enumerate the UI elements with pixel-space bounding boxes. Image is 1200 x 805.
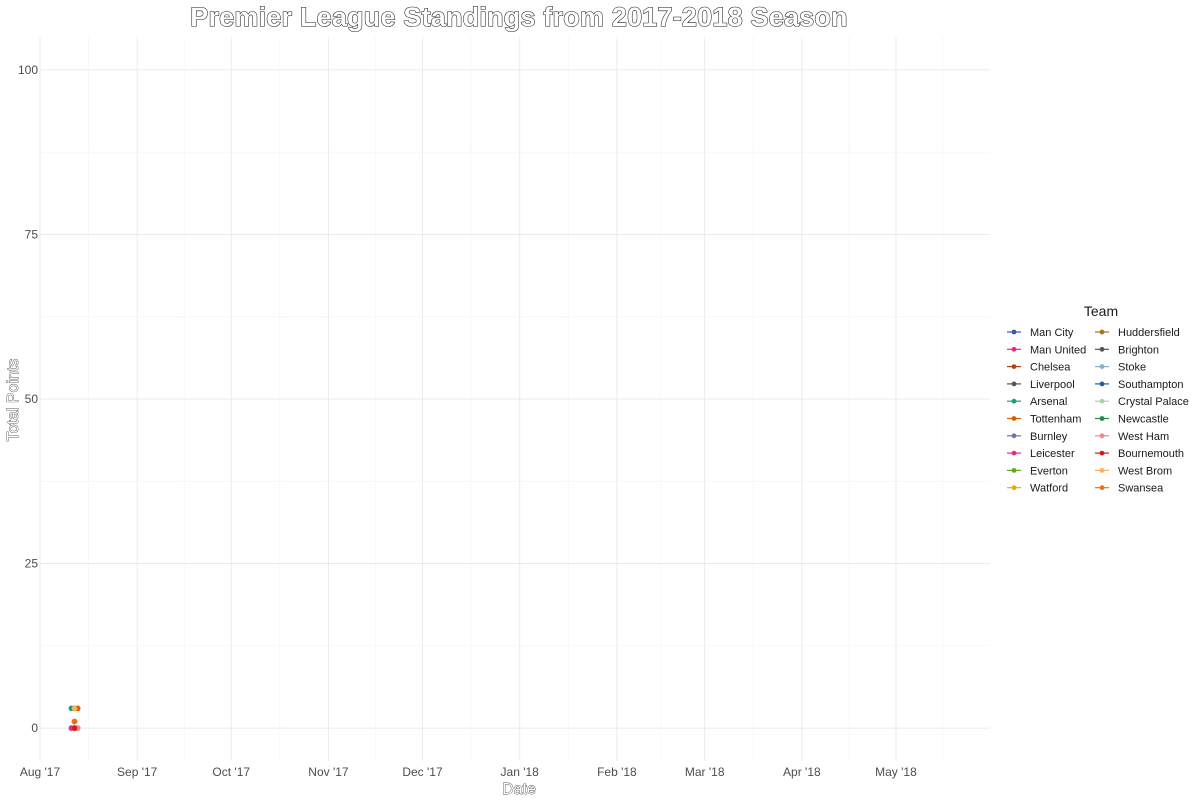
legend-label: Brighton (1118, 344, 1159, 356)
legend-key-dot (1099, 433, 1105, 439)
legend-item: Huddersfield (1095, 327, 1180, 339)
data-point (71, 705, 78, 712)
legend-key-dot (1099, 468, 1105, 473)
y-tick-label: 75 (25, 227, 39, 241)
legend-item: Crystal Palace (1095, 396, 1189, 408)
legend-key-dot (1011, 398, 1017, 404)
legend-key-dot (1099, 364, 1105, 369)
legend-key-dot (1099, 450, 1105, 456)
legend-item: Swansea (1095, 483, 1164, 495)
legend-key-dot (1011, 329, 1017, 335)
legend-key-dot (1099, 416, 1105, 421)
legend-item: Arsenal (1007, 396, 1067, 408)
legend-label: West Ham (1118, 431, 1169, 443)
chart-title: Premier League Standings from 2017-2018 … (190, 2, 847, 32)
x-tick-label: Oct '17 (212, 765, 250, 779)
x-tick-label: Apr '18 (783, 765, 821, 779)
legend-label: Burnley (1030, 431, 1068, 443)
legend-item: Man City (1007, 327, 1074, 339)
y-tick-label: 100 (18, 63, 38, 77)
x-tick-label: Jan '18 (501, 765, 540, 779)
x-tick-label: Dec '17 (402, 765, 443, 779)
series-group (71, 725, 78, 731)
legend-key-dot (1011, 433, 1017, 439)
x-tick-label: Nov '17 (308, 765, 349, 779)
legend-item: Man United (1007, 344, 1086, 356)
legend-item: West Ham (1095, 431, 1169, 443)
legend-label: Stoke (1118, 362, 1146, 374)
legend: Team Man City Man United Chelsea Liverpool A… (1007, 303, 1189, 495)
legend-label: Crystal Palace (1118, 396, 1189, 408)
data-point (71, 718, 78, 725)
legend-label: Bournemouth (1118, 448, 1184, 460)
legend-label: West Brom (1118, 465, 1172, 477)
legend-item: Watford (1007, 483, 1068, 495)
legend-key-dot (1099, 329, 1105, 335)
legend-key-dot (1099, 398, 1105, 404)
legend-key-dot (1011, 450, 1017, 456)
legend-label: Liverpool (1030, 379, 1075, 391)
legend-label: Southampton (1118, 379, 1183, 391)
legend-key-dot (1099, 346, 1105, 352)
legend-key-dot (1011, 468, 1017, 473)
legend-title: Team (1084, 303, 1118, 319)
legend-item: Stoke (1095, 362, 1146, 374)
legend-label: Huddersfield (1118, 327, 1180, 339)
x-axis-title: Date (502, 781, 536, 798)
legend-label: Everton (1030, 465, 1068, 477)
y-tick-label: 0 (31, 721, 38, 735)
legend-label: Chelsea (1030, 362, 1071, 374)
x-tick-label: Sep '17 (117, 765, 158, 779)
legend-item: Brighton (1095, 344, 1159, 356)
y-tick-label: 50 (25, 392, 39, 406)
legend-key-dot (1099, 485, 1105, 491)
x-tick-label: May '18 (875, 765, 917, 779)
legend-label: Watford (1030, 483, 1068, 495)
series-group (71, 718, 78, 725)
legend-label: Newcastle (1118, 414, 1169, 426)
legend-item: Bournemouth (1095, 448, 1184, 460)
legend-key-dot (1011, 346, 1017, 352)
legend-item: Burnley (1007, 431, 1068, 443)
legend-item: Newcastle (1095, 414, 1169, 426)
legend-item: Southampton (1095, 379, 1183, 391)
legend-label: Arsenal (1030, 396, 1067, 408)
x-tick-label: Feb '18 (597, 765, 637, 779)
legend-item: Leicester (1007, 448, 1075, 460)
legend-key-dot (1011, 381, 1017, 387)
series-group (71, 705, 78, 712)
legend-key-dot (1011, 416, 1017, 421)
legend-label: Man United (1030, 344, 1086, 356)
legend-item: Liverpool (1007, 379, 1075, 391)
legend-item: Tottenham (1007, 414, 1081, 426)
legend-key-dot (1099, 381, 1105, 387)
x-tick-label: Mar '18 (685, 765, 725, 779)
legend-key-dot (1011, 485, 1017, 491)
legend-label: Leicester (1030, 448, 1075, 460)
legend-label: Man City (1030, 327, 1074, 339)
legend-item: West Brom (1095, 465, 1172, 477)
legend-label: Swansea (1118, 483, 1164, 495)
y-axis-title: Total Points (5, 359, 22, 442)
legend-label: Tottenham (1030, 414, 1081, 426)
legend-item: Chelsea (1007, 362, 1071, 374)
legend-key-dot (1011, 364, 1017, 369)
legend-item: Everton (1007, 465, 1068, 477)
data-point (71, 725, 78, 731)
x-tick-label: Aug '17 (20, 765, 61, 779)
y-tick-label: 25 (25, 557, 39, 571)
